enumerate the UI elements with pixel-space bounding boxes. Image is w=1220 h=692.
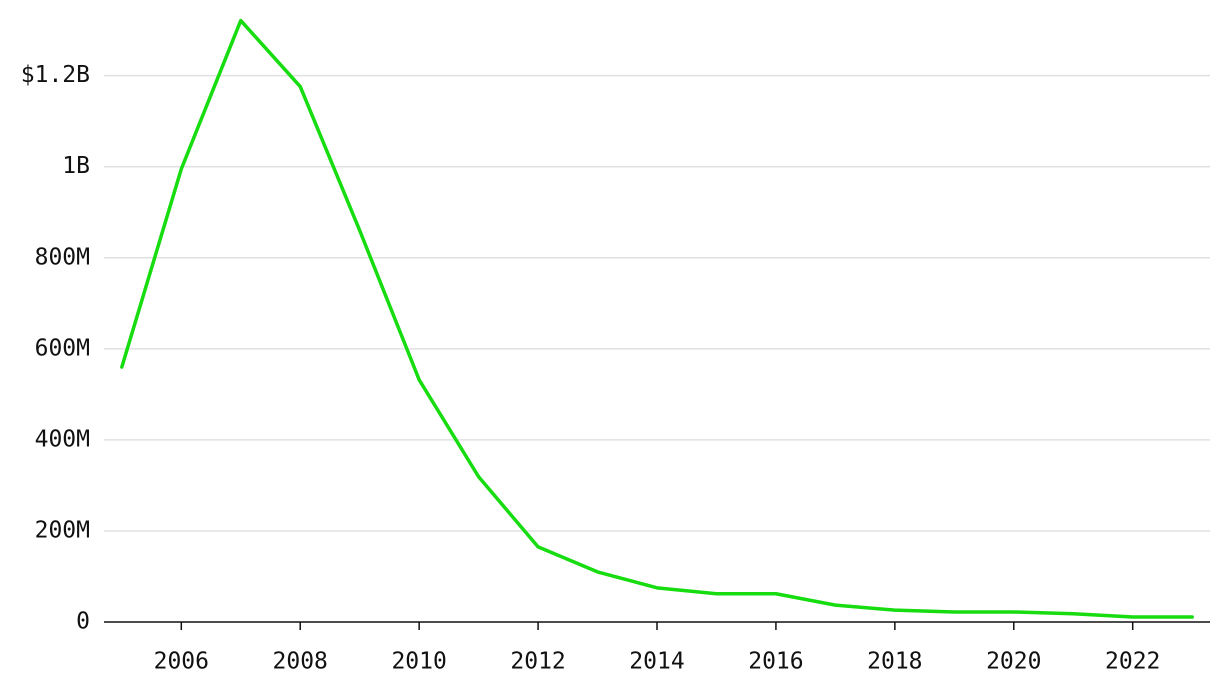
x-tick-label: 2006: [154, 649, 209, 675]
y-tick-label: $1.2B: [21, 62, 90, 88]
y-tick-label: 1B: [62, 153, 90, 179]
y-tick-label: 800M: [35, 244, 90, 270]
y-tick-label: 600M: [35, 335, 90, 361]
x-tick-label: 2016: [748, 649, 803, 675]
y-tick-label: 0: [76, 609, 90, 635]
x-tick-label: 2012: [510, 649, 565, 675]
x-tick-label: 2010: [391, 649, 446, 675]
x-tick-label: 2008: [273, 649, 328, 675]
line: [120, 18, 1194, 619]
x-tick-label: 2020: [986, 649, 1041, 675]
x-tick-label: 2014: [629, 649, 684, 675]
y-tick-label: 400M: [35, 426, 90, 452]
x-tick-label: 2018: [867, 649, 922, 675]
y-tick-label: 200M: [35, 517, 90, 543]
x-tick-label: 2022: [1105, 649, 1160, 675]
